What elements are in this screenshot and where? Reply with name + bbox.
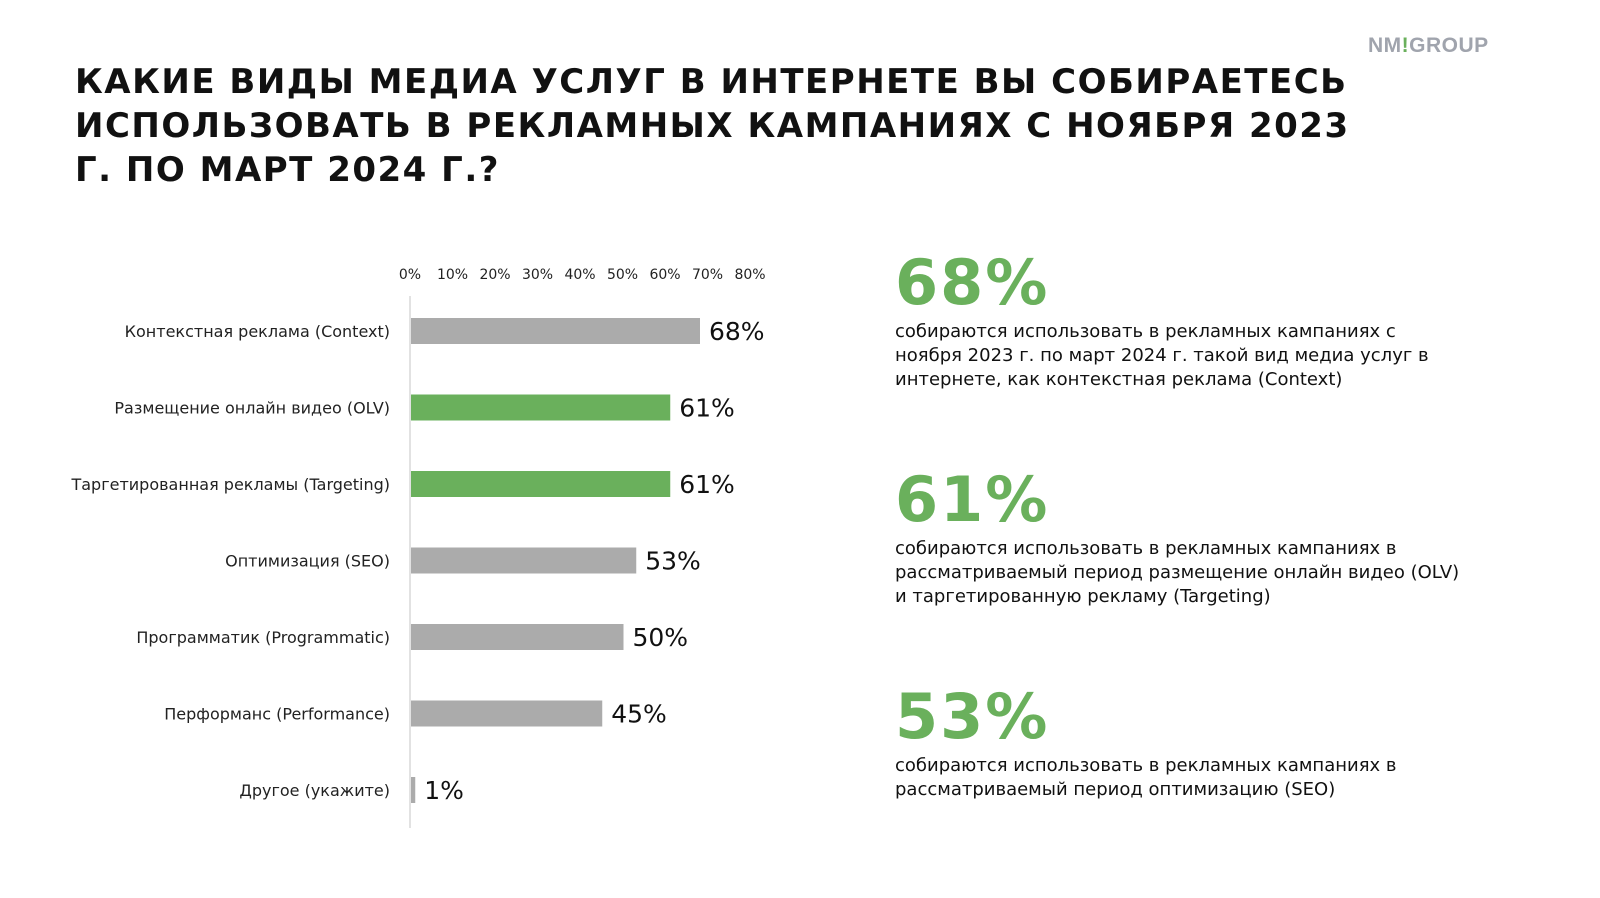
category-label: Перформанс (Performance) bbox=[164, 705, 390, 724]
category-label: Таргетированная рекламы (Targeting) bbox=[70, 475, 390, 494]
x-tick-label: 60% bbox=[649, 267, 680, 283]
bar bbox=[411, 777, 416, 803]
x-tick-label: 10% bbox=[437, 267, 468, 283]
data-label: 61% bbox=[679, 470, 735, 499]
logo: NM!GROUP bbox=[1368, 34, 1489, 58]
category-label: Размещение онлайн видео (OLV) bbox=[114, 399, 390, 418]
logo-text: NM bbox=[1368, 34, 1402, 57]
data-label: 68% bbox=[709, 317, 765, 346]
x-tick-label: 80% bbox=[734, 267, 765, 283]
x-tick-label: 70% bbox=[692, 267, 723, 283]
category-label: Контекстная реклама (Context) bbox=[125, 322, 390, 341]
data-label: 1% bbox=[424, 776, 464, 805]
bar bbox=[411, 624, 624, 650]
x-tick-label: 40% bbox=[564, 267, 595, 283]
category-label: Программатик (Programmatic) bbox=[136, 628, 390, 647]
bar bbox=[411, 700, 603, 727]
bar bbox=[411, 394, 671, 421]
page-title: Какие виды медиа услуг в интернете вы со… bbox=[75, 62, 1350, 190]
data-label: 50% bbox=[633, 623, 689, 652]
stat-value: 68% bbox=[895, 246, 1050, 319]
stat-block: 68% собираются использовать в рекламных … bbox=[895, 248, 1495, 392]
stat-description: собираются использовать в рекламных камп… bbox=[895, 755, 1397, 800]
stat-block: 53% собираются использовать в рекламных … bbox=[895, 682, 1495, 802]
x-tick-label: 30% bbox=[522, 267, 553, 283]
category-label: Оптимизация (SEO) bbox=[225, 552, 390, 571]
stat-value: 61% bbox=[895, 463, 1050, 536]
stat-block: 61% собираются использовать в рекламных … bbox=[895, 465, 1495, 609]
bar bbox=[411, 547, 637, 574]
x-tick-label: 0% bbox=[399, 267, 421, 283]
stat-value: 53% bbox=[895, 680, 1050, 753]
x-tick-label: 50% bbox=[607, 267, 638, 283]
logo-mark: ! bbox=[1401, 34, 1410, 57]
x-tick-label: 20% bbox=[479, 267, 510, 283]
data-label: 61% bbox=[679, 394, 735, 423]
category-label: Другое (укажите) bbox=[239, 781, 390, 800]
stat-description: собираются использовать в рекламных камп… bbox=[895, 321, 1429, 390]
data-label: 53% bbox=[645, 547, 701, 576]
bar bbox=[411, 318, 700, 344]
bar-chart: 0% 10% 20% 30% 40% 50% 60% 70% 80% Контекстная ре… bbox=[70, 267, 766, 828]
bar bbox=[411, 471, 671, 497]
data-label: 45% bbox=[611, 700, 667, 729]
logo-text: GROUP bbox=[1409, 34, 1489, 57]
stat-description: собираются использовать в рекламных камп… bbox=[895, 538, 1460, 607]
